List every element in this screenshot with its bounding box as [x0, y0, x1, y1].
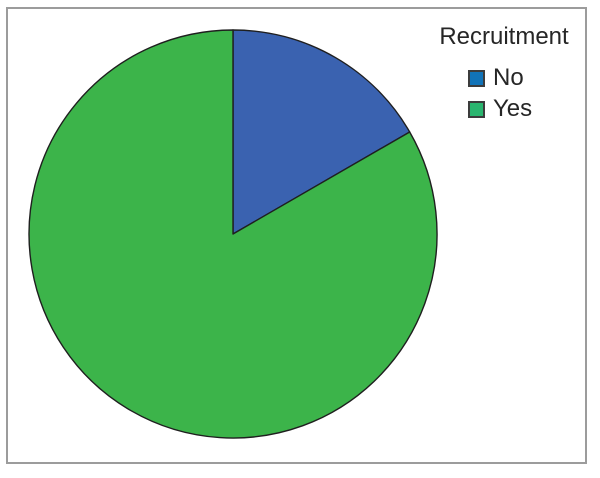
pie-slice-no — [232, 29, 411, 235]
legend-swatch-yes — [468, 100, 485, 118]
legend-item-yes: Yes — [468, 97, 580, 121]
legend-swatch-no — [468, 69, 485, 87]
legend: Recruitment No Yes — [428, 23, 580, 121]
pie-slice-yes — [28, 29, 438, 439]
legend-label-yes: Yes — [493, 95, 533, 123]
legend-item-no: No — [468, 66, 580, 90]
legend-label-no: No — [493, 64, 524, 92]
legend-items: No Yes — [428, 66, 580, 121]
legend-title: Recruitment — [439, 23, 569, 50]
